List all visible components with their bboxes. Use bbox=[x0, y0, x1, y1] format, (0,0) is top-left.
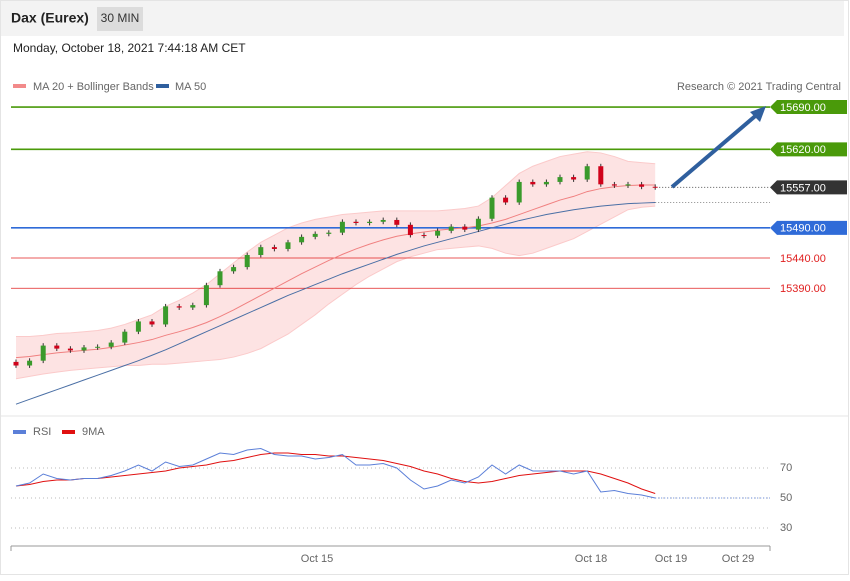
candle-body bbox=[516, 181, 522, 203]
candle-body bbox=[503, 197, 509, 203]
candle-body bbox=[299, 236, 305, 243]
level-tag bbox=[770, 142, 847, 157]
candle-body bbox=[54, 345, 60, 349]
level-label: 15440.00 bbox=[780, 253, 826, 265]
ma50-line bbox=[15, 201, 656, 405]
candle-body bbox=[190, 305, 196, 308]
x-tick-label: Oct 18 bbox=[575, 553, 607, 565]
y-tick-label: 70 bbox=[780, 462, 792, 474]
candle-body bbox=[258, 247, 264, 255]
candle-body bbox=[571, 177, 577, 180]
candle-body bbox=[108, 342, 114, 347]
candle-body bbox=[231, 267, 237, 272]
candle-body bbox=[81, 347, 87, 351]
legend-swatch bbox=[13, 430, 26, 434]
candle-body bbox=[217, 271, 223, 286]
level-tag bbox=[770, 180, 847, 195]
candle-body bbox=[557, 177, 563, 182]
timeframe-tab-bg[interactable] bbox=[97, 7, 143, 31]
candle-body bbox=[611, 184, 617, 186]
legend-swatch bbox=[156, 84, 169, 88]
candle-body bbox=[176, 306, 182, 308]
level-label: 15557.00 bbox=[780, 182, 826, 194]
timestamp: Monday, October 18, 2021 7:44:18 AM CET bbox=[13, 41, 246, 55]
candle-body bbox=[27, 360, 33, 366]
ma20-line bbox=[15, 184, 656, 359]
candle-body bbox=[122, 331, 128, 343]
legend-label: RSI bbox=[33, 426, 51, 438]
candle-body bbox=[625, 184, 631, 186]
candle-body bbox=[149, 321, 155, 325]
candle-body bbox=[203, 285, 209, 306]
candle-body bbox=[367, 221, 373, 223]
rsi-line bbox=[15, 447, 656, 499]
level-label: 15490.00 bbox=[780, 223, 826, 235]
candle-body bbox=[285, 242, 291, 249]
forecast-arrowhead bbox=[750, 106, 766, 122]
level-label: 15390.00 bbox=[780, 283, 826, 295]
y-tick-label: 50 bbox=[780, 492, 792, 504]
candle-body bbox=[13, 361, 19, 366]
candle-body bbox=[639, 184, 645, 187]
candle-body bbox=[652, 186, 658, 188]
level-label: 15690.00 bbox=[780, 102, 826, 114]
candle-body bbox=[312, 233, 318, 237]
x-tick-label: Oct 19 bbox=[655, 553, 687, 565]
legend-label: MA 50 bbox=[175, 81, 206, 93]
y-tick-label: 30 bbox=[780, 522, 792, 534]
candle-body bbox=[462, 226, 468, 230]
legend-label: 9MA bbox=[82, 426, 105, 438]
instrument-title: Dax (Eurex) bbox=[11, 10, 89, 26]
candle-body bbox=[530, 181, 536, 185]
candle-body bbox=[163, 306, 169, 325]
candle-body bbox=[435, 230, 441, 236]
candle-body bbox=[394, 219, 400, 225]
credit: Research © 2021 Trading Central bbox=[677, 81, 841, 93]
candle-body bbox=[95, 346, 101, 348]
candle-body bbox=[40, 345, 46, 361]
candle-body bbox=[489, 197, 495, 219]
bollinger-upper bbox=[16, 151, 656, 338]
legend-swatch bbox=[13, 84, 26, 88]
candle-body bbox=[448, 226, 454, 231]
bollinger-band bbox=[16, 151, 656, 379]
candle-body bbox=[353, 221, 359, 223]
level-tag bbox=[770, 100, 847, 115]
timeframe-tab[interactable]: 30 MIN bbox=[101, 11, 140, 25]
candle-body bbox=[421, 235, 427, 237]
candle-body bbox=[326, 232, 332, 234]
candle-body bbox=[244, 255, 250, 268]
legend-label: MA 20 + Bollinger Bands bbox=[33, 81, 154, 93]
legend-swatch bbox=[62, 430, 75, 434]
candle-body bbox=[135, 321, 141, 332]
candle-body bbox=[271, 247, 277, 249]
candle-body bbox=[339, 221, 345, 233]
candle-body bbox=[584, 166, 590, 180]
candle-body bbox=[380, 219, 386, 222]
candle-body bbox=[67, 348, 73, 351]
x-tick-label: Oct 29 bbox=[722, 553, 754, 565]
forecast-arrow bbox=[670, 110, 762, 189]
level-label: 15620.00 bbox=[780, 144, 826, 156]
level-tag bbox=[770, 220, 847, 235]
x-tick-label: Oct 15 bbox=[301, 553, 333, 565]
candle-body bbox=[598, 166, 604, 185]
candle-body bbox=[475, 218, 481, 230]
candle-body bbox=[407, 224, 413, 236]
bollinger-lower bbox=[15, 205, 656, 380]
candle-body bbox=[543, 181, 549, 185]
